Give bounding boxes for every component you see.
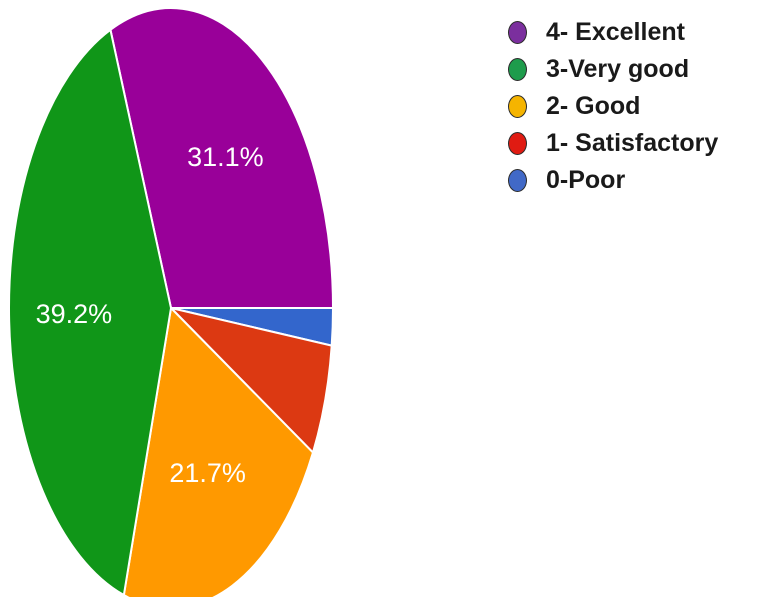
legend-item-satisfactory[interactable]: 1- Satisfactory <box>508 125 763 162</box>
legend-label-excellent: 4- Excellent <box>546 18 685 46</box>
legend-label-satisfactory: 1- Satisfactory <box>546 129 719 157</box>
pie-slices <box>8 7 335 597</box>
legend-swatch-satisfactory <box>508 132 527 155</box>
pie-slice-4-excellent[interactable] <box>109 7 335 309</box>
pie-slice-value-label: 21.7% <box>169 458 246 488</box>
legend-item-poor[interactable]: 0-Poor <box>508 162 763 199</box>
chart-legend: 4- Excellent 3-Very good 2- Good 1- Sati… <box>508 14 763 199</box>
pie-slice-value-label: 31.1% <box>187 142 264 172</box>
legend-swatch-poor <box>508 169 527 192</box>
legend-swatch-excellent <box>508 21 527 44</box>
legend-swatch-good <box>508 95 527 118</box>
legend-label-poor: 0-Poor <box>546 166 626 194</box>
pie-slice-2-good[interactable] <box>122 305 315 597</box>
pie-slice-value-label: 39.2% <box>36 299 113 329</box>
legend-item-good[interactable]: 2- Good <box>508 88 763 125</box>
legend-item-excellent[interactable]: 4- Excellent <box>508 14 763 51</box>
legend-label-good: 2- Good <box>546 92 641 120</box>
pie-slice-labels: 31.1% 21.7% 39.2% <box>36 142 264 488</box>
legend-swatch-very-good <box>508 58 527 81</box>
legend-label-very-good: 3-Very good <box>546 55 690 83</box>
legend-item-very-good[interactable]: 3-Very good <box>508 51 763 88</box>
pie-slice-3-very-good[interactable] <box>8 28 173 597</box>
